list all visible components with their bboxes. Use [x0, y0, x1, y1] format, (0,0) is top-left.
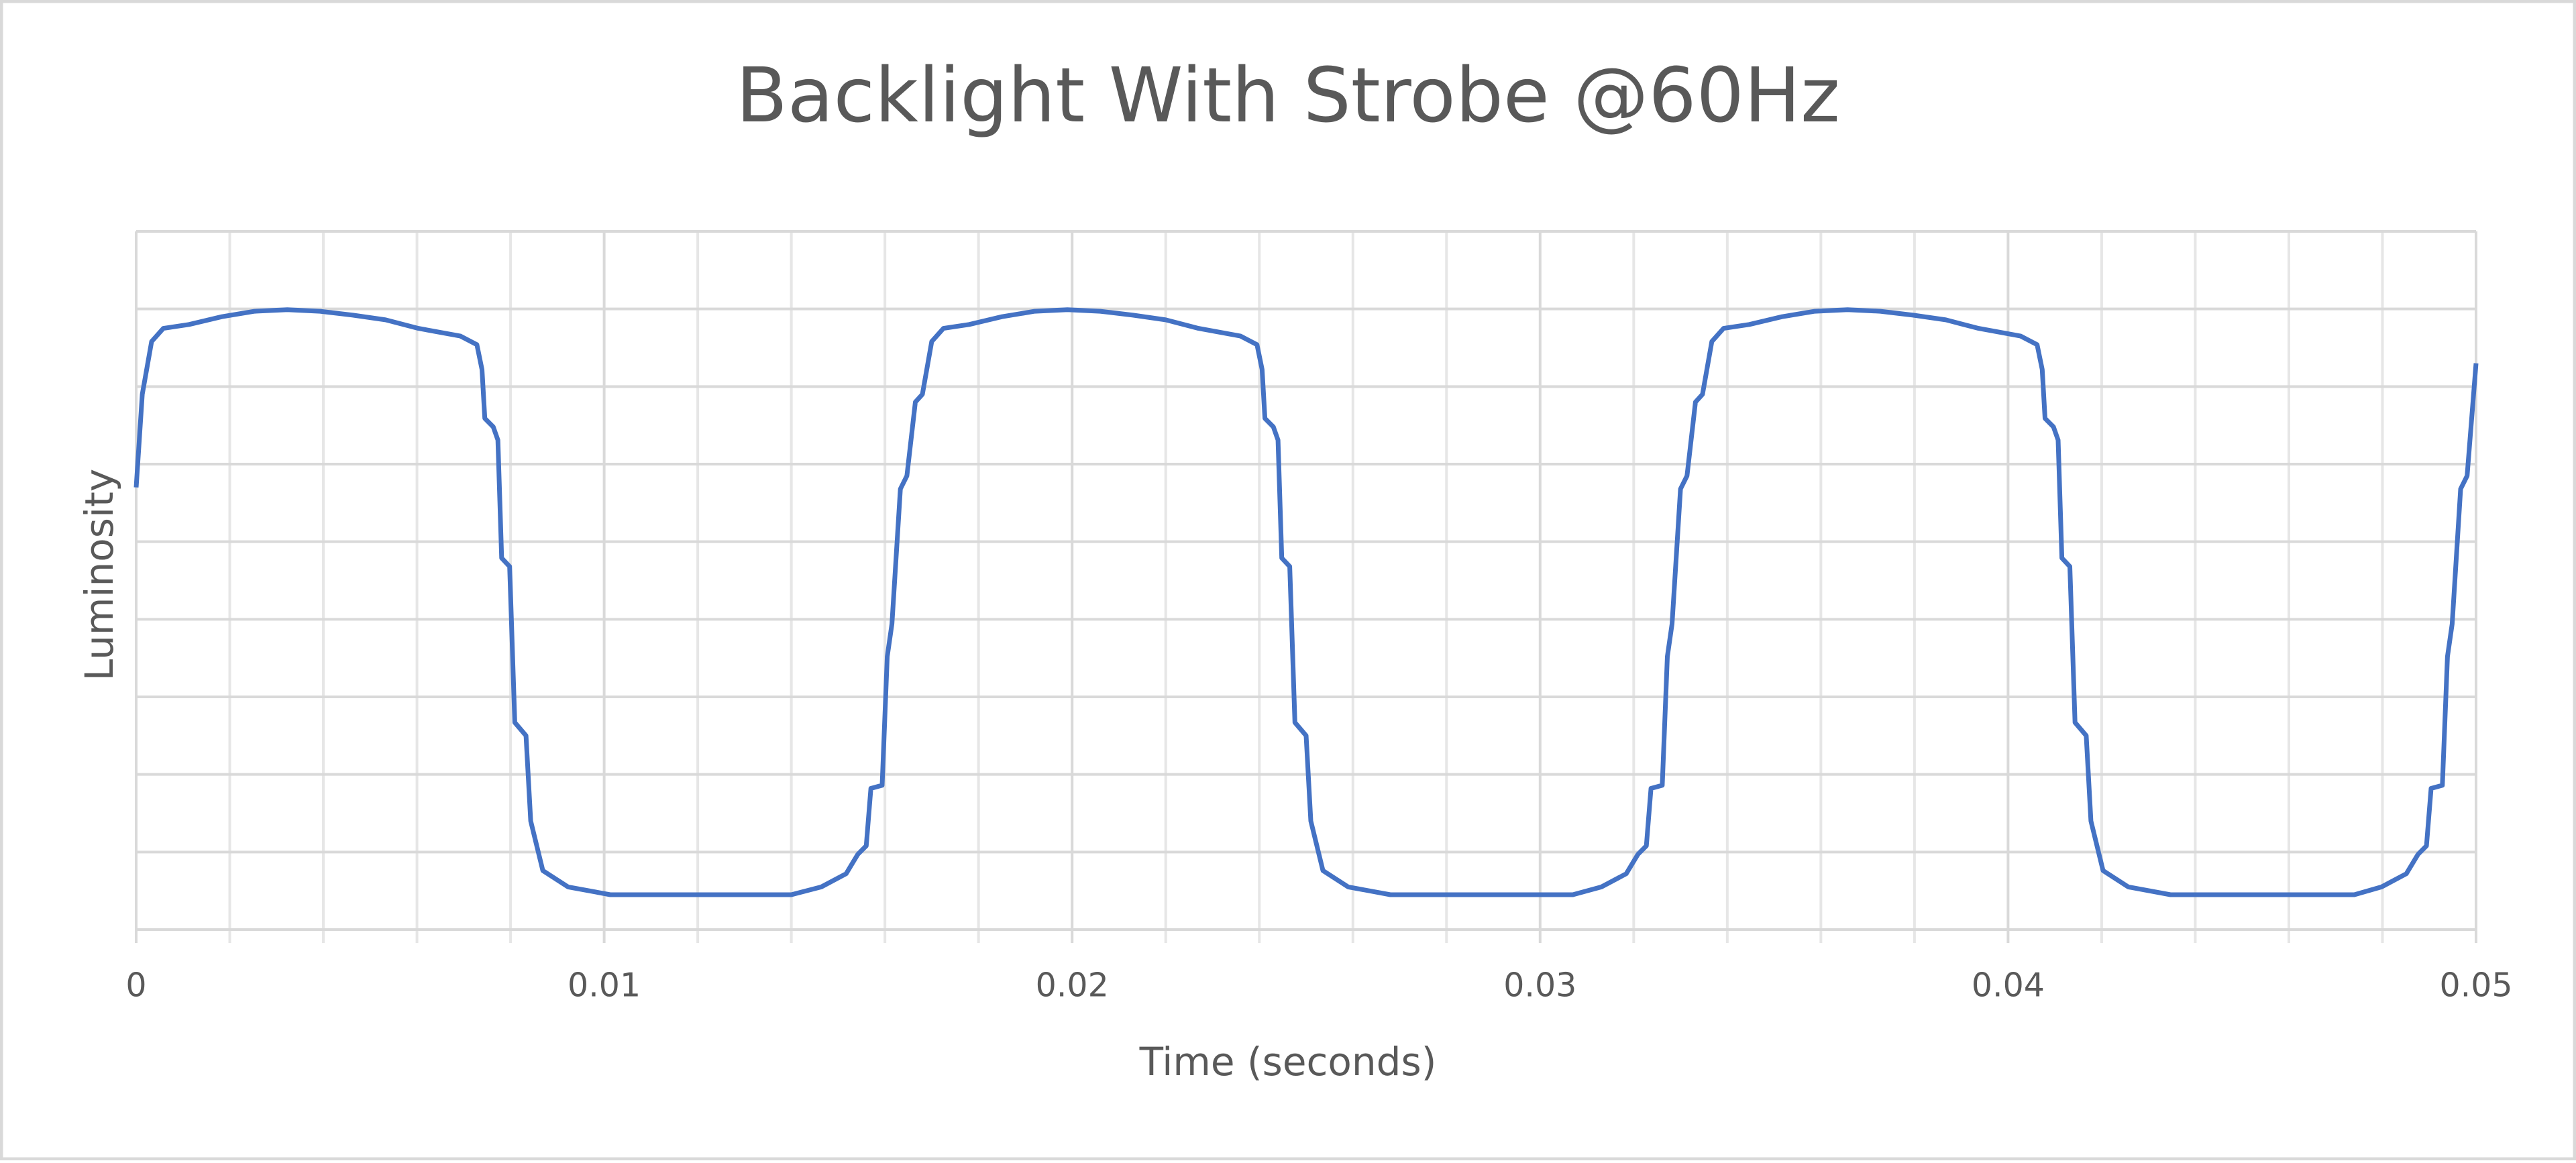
- x-tick-label: 0.02: [1036, 966, 1109, 1005]
- chart-title: Backlight With Strobe @60Hz: [736, 52, 1840, 140]
- x-tick-label: 0.04: [1972, 966, 2045, 1005]
- x-tick-label: 0: [125, 966, 146, 1005]
- x-axis-title: Time (seconds): [1139, 1039, 1437, 1085]
- x-tick-label: 0.01: [568, 966, 641, 1005]
- y-axis-title: Luminosity: [76, 469, 122, 681]
- data-line: [133, 307, 2479, 897]
- x-tick-label: 0.05: [2439, 966, 2512, 1005]
- x-tick-label: 0.03: [1503, 966, 1576, 1005]
